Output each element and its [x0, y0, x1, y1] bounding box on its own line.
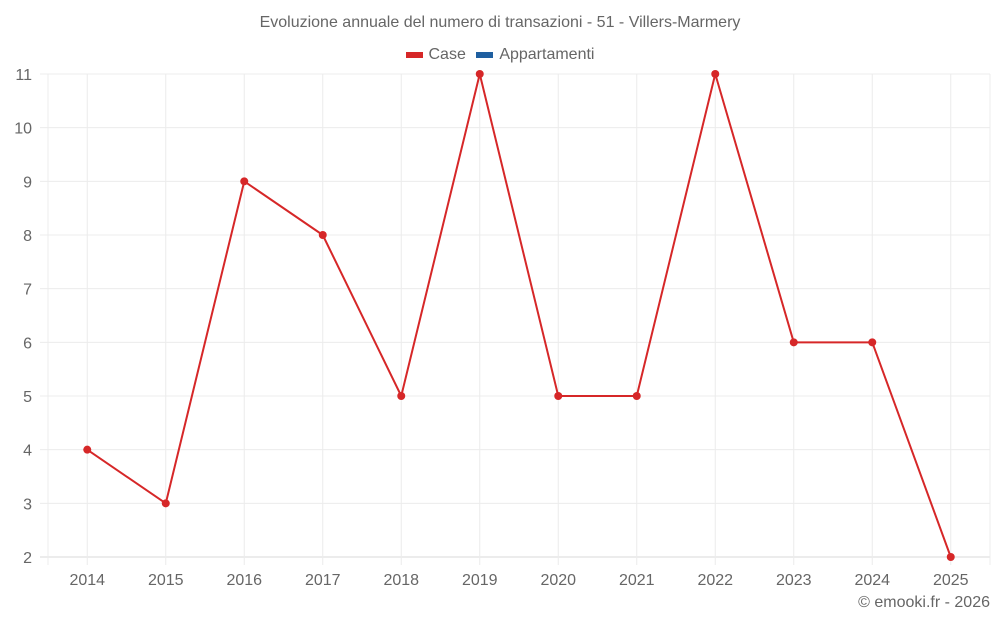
data-point: [240, 177, 249, 186]
data-point: [397, 392, 406, 400]
y-tick-label: 6: [23, 335, 32, 352]
legend-label-case: Case: [428, 46, 466, 63]
data-point: [711, 70, 720, 78]
x-tick-label: 2018: [383, 572, 419, 589]
legend-item-case[interactable]: Case: [405, 46, 466, 64]
chart-title: Evoluzione annuale del numero di transaz…: [259, 14, 741, 31]
data-point: [868, 338, 877, 347]
x-tick-label: 2016: [226, 572, 262, 589]
x-tick-label: 2025: [933, 572, 969, 589]
x-tick-label: 2015: [148, 572, 184, 589]
data-point: [789, 338, 798, 347]
legend-swatch-case: [405, 52, 423, 58]
x-tick-label: 2022: [697, 572, 733, 589]
legend-item-appartamenti[interactable]: Appartamenti: [476, 46, 594, 64]
data-point: [554, 392, 563, 400]
legend-swatch-appartamenti: [476, 52, 494, 58]
copyright-credit: © emooki.fr - 2026: [858, 594, 990, 611]
x-tick-label: 2019: [462, 572, 498, 589]
x-tick-label: 2014: [69, 572, 105, 589]
x-tick-label: 2024: [854, 572, 890, 589]
y-tick-label: 10: [14, 121, 32, 138]
y-tick-label: 4: [23, 443, 32, 460]
data-point: [161, 499, 170, 508]
series-line-case: [86, 73, 952, 558]
data-point: [946, 553, 955, 561]
y-tick-label: 2: [23, 550, 32, 567]
y-tick-label: 11: [15, 67, 32, 84]
data-point: [318, 231, 327, 239]
legend-label-appartamenti: Appartamenti: [499, 46, 595, 63]
y-tick-label: 8: [23, 228, 32, 245]
x-tick-label: 2021: [619, 572, 655, 589]
x-tick-label: 2020: [540, 572, 576, 589]
x-tick-label: 2023: [776, 572, 812, 589]
chart-legend: Case Appartamenti: [0, 45, 1000, 64]
data-point: [83, 445, 92, 454]
y-tick-label: 5: [23, 389, 32, 406]
y-tick-label: 3: [23, 496, 32, 513]
y-tick-label: 9: [23, 174, 32, 191]
y-tick-label: 7: [23, 282, 32, 299]
data-point: [475, 70, 484, 78]
x-tick-label: 2017: [305, 572, 341, 589]
data-point: [632, 392, 641, 400]
